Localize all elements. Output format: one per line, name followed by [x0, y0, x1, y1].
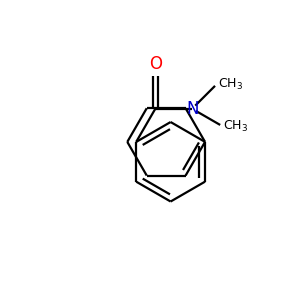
- Text: O: O: [149, 55, 162, 73]
- Text: CH$_3$: CH$_3$: [223, 119, 248, 134]
- Text: CH$_3$: CH$_3$: [218, 77, 243, 92]
- Text: N: N: [186, 100, 198, 118]
